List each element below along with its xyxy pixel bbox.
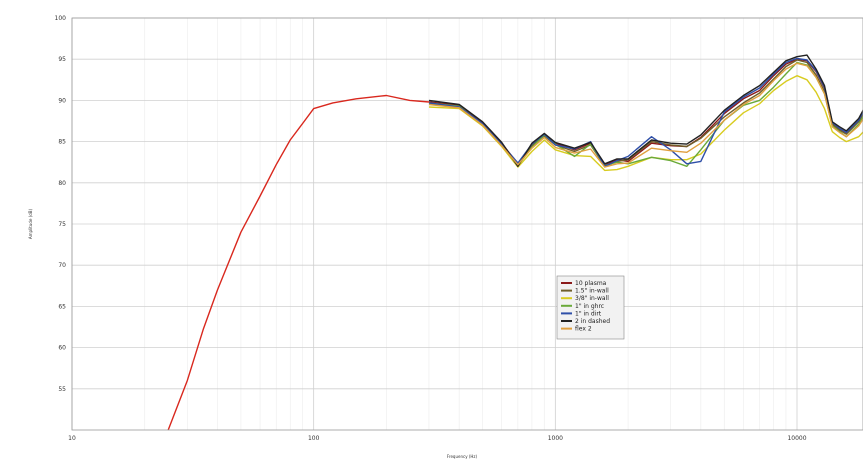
y-axis-label: Amplitude (dB)	[28, 208, 33, 239]
series-line-2	[428, 75, 863, 172]
series-line-5	[428, 54, 863, 167]
legend-label: 1" in ghrc	[575, 303, 604, 310]
legend-label: 3/8" in-wall	[575, 295, 609, 302]
x-tick-label: 10000	[787, 435, 806, 442]
plot-frame	[71, 17, 863, 431]
y-tick-label: 90	[58, 97, 66, 104]
y-tick-label: 55	[58, 386, 66, 393]
legend-label: 2 in dashed	[575, 318, 610, 325]
x-tick-label: 100	[308, 435, 320, 442]
legend-label: 10 plasma	[575, 280, 607, 287]
series-line-6	[428, 62, 863, 168]
x-tick-label: 1000	[548, 435, 563, 442]
y-tick-label: 85	[58, 139, 66, 146]
y-tick-label: 60	[58, 345, 66, 352]
legend-label: 1.5" in-wall	[575, 288, 609, 295]
series-line-7	[167, 94, 430, 431]
x-tick-label: 10	[68, 435, 76, 442]
y-tick-label: 70	[58, 262, 66, 269]
y-tick-labels: 55 60 65 70 75 80 85 90 95 100	[55, 15, 67, 393]
y-tick-label: 75	[58, 221, 66, 228]
x-tick-labels: 10 100 1000 10000	[68, 435, 807, 442]
legend-label: 1" in dirt	[575, 310, 602, 317]
y-tick-label: 65	[58, 303, 66, 310]
y-tick-label: 95	[58, 56, 66, 63]
x-axis-label: Frequency (Hz)	[447, 454, 478, 459]
y-tick-label: 100	[55, 15, 67, 22]
series-layer	[167, 54, 863, 431]
y-tick-label: 80	[58, 180, 66, 187]
legend-label: flex 2	[575, 326, 592, 333]
